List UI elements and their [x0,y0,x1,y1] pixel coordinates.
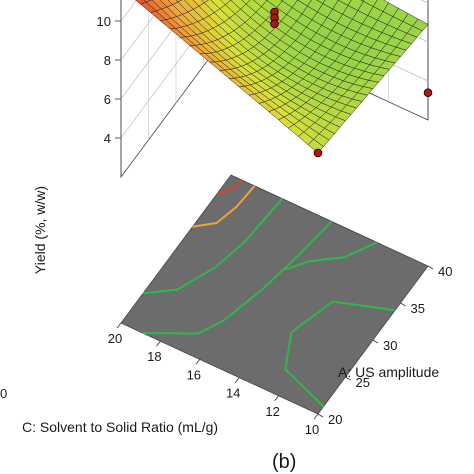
contour-line [217,179,244,195]
y-axis-label: C: Solvent to Solid Ratio (mL/g) [22,419,218,435]
design-point [313,148,323,158]
contour-line [142,220,333,335]
contour-line [192,185,256,228]
y-tick-mark [274,395,279,402]
design-point [270,19,279,29]
x-tick-mark [345,376,351,381]
x-tick-label: 25 [356,375,370,390]
contour-line [284,300,396,408]
y-tick-mark [195,359,201,365]
x-tick-mark [427,265,434,270]
response-surface [135,0,429,154]
floor-contours [142,179,396,408]
x-tick-label: 20 [328,412,342,427]
z-tick-label: 6 [104,92,111,107]
y-tick-mark [156,340,161,347]
y-tick-label: 18 [147,349,161,364]
axis-labels: Yield (%, w/w) A: US amplitude C: Solven… [0,186,439,473]
y-tick-mark [234,377,240,383]
design-points [270,7,433,158]
x-tick-mark [317,413,324,418]
contour-line [142,198,283,295]
panel-label: (b) [272,451,296,473]
y-tick-label: 14 [226,386,240,401]
x-tick-label: 40 [438,264,452,279]
x-tick-mark [400,302,406,307]
z-tick-label: 10 [97,14,111,29]
floor-plane-fill [120,174,429,415]
y-tick-label: 16 [187,367,201,382]
z-axis-label: Yield (%, w/w) [32,186,48,274]
y-tick-label: 12 [265,404,279,419]
x-tick-label: 35 [411,301,425,316]
z-tick-label: 4 [104,131,111,146]
edge-fragment: 0 [0,386,7,401]
surface-cell [316,0,326,4]
y-tick-mark [313,413,319,420]
axis-ticks: 46810122025303540101214161820 [97,14,453,437]
x-axis-label: A: US amplitude [338,364,439,380]
design-point [423,88,433,97]
contour-line [284,241,378,271]
x-tick-mark [372,339,379,344]
y-tick-label: 10 [305,422,319,437]
y-tick-label: 20 [108,331,122,346]
floor-plane [120,174,429,415]
x-tick-label: 30 [383,338,397,353]
z-tick-label: 8 [104,53,111,68]
y-tick-mark [116,322,122,329]
